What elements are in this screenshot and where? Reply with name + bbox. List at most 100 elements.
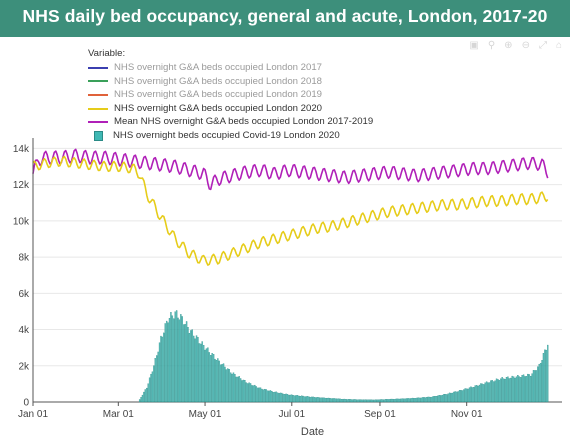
covid-bar	[537, 366, 539, 403]
covid-bar	[241, 380, 243, 403]
covid-bar	[158, 342, 161, 403]
covid-bar	[527, 373, 529, 403]
covid-bar	[308, 396, 310, 403]
y-tick-label: 0	[23, 398, 29, 409]
legend-title: Variable:	[88, 48, 126, 59]
covid-bar	[414, 398, 417, 403]
covid-bar	[165, 320, 168, 403]
y-tick-label: 14k	[13, 144, 30, 155]
covid-bar	[438, 395, 441, 403]
covid-bar	[419, 397, 421, 403]
covid-bar	[281, 392, 283, 403]
covid-bar	[200, 343, 202, 403]
covid-bar	[380, 399, 383, 403]
covid-bar	[487, 382, 489, 403]
covid-bar	[285, 393, 287, 403]
covid-bar	[431, 396, 434, 403]
covid-bar	[393, 399, 395, 403]
covid-bar	[194, 338, 196, 403]
covid-bar	[170, 312, 172, 403]
covid-bar	[467, 388, 469, 403]
covid-bar	[332, 398, 334, 403]
covid-bar	[330, 398, 333, 403]
covid-bar	[312, 396, 314, 403]
legend-swatch	[94, 130, 103, 141]
legend-label: NHS overnight G&A beds occupied London 2…	[114, 89, 323, 101]
covid-bar	[539, 363, 542, 403]
covid-bar	[457, 391, 459, 403]
covid-bar	[323, 397, 326, 403]
covid-bar	[192, 335, 195, 403]
covid-bar	[474, 385, 476, 403]
covid-bar	[251, 385, 253, 403]
legend-label: NHS overnight G&A beds occupied London 2…	[114, 102, 323, 114]
covid-bar	[175, 310, 178, 403]
covid-bar	[512, 376, 515, 403]
covid-bar	[150, 373, 152, 403]
y-tick-label: 4k	[18, 325, 30, 336]
covid-bar	[255, 386, 257, 403]
covid-bar	[491, 380, 493, 403]
covid-bar	[366, 399, 368, 403]
covid-bar	[514, 377, 516, 403]
covid-bar	[222, 363, 225, 403]
minus-icon[interactable]: ⊖	[521, 40, 530, 51]
y-tick-label: 6k	[18, 289, 30, 300]
plus-icon[interactable]: ⊕	[504, 40, 513, 51]
autoscale-icon[interactable]: ⤢	[538, 40, 547, 51]
covid-bar	[433, 396, 435, 403]
covid-bar	[535, 370, 538, 403]
covid-bar	[365, 399, 367, 403]
zoom-icon[interactable]: ⚲	[487, 40, 496, 51]
covid-bar	[309, 396, 311, 403]
covid-bar	[224, 366, 226, 403]
covid-bar	[346, 399, 348, 403]
y-tick-label: 12k	[13, 180, 30, 191]
legend-item[interactable]: NHS overnight G&A beds occupied London 2…	[88, 61, 373, 75]
home-icon[interactable]: ⌂	[555, 40, 562, 51]
covid-bar	[164, 323, 166, 403]
covid-bar	[202, 345, 205, 403]
covid-bar	[272, 392, 274, 403]
covid-bar	[183, 324, 185, 403]
covid-bar	[426, 397, 428, 403]
covid-bar	[289, 394, 292, 403]
camera-icon[interactable]: ▣	[469, 40, 479, 51]
covid-bar	[497, 379, 499, 403]
covid-bar	[268, 390, 270, 403]
covid-bar	[356, 399, 358, 403]
covid-bar	[311, 396, 313, 403]
covid-bar	[468, 387, 471, 403]
covid-bar	[349, 399, 351, 403]
x-tick-label: May 01	[189, 409, 222, 420]
covid-bar	[173, 318, 175, 403]
covid-bar	[261, 388, 263, 403]
x-tick-label: Jan 01	[18, 409, 48, 420]
covid-bar	[411, 397, 414, 403]
covid-bar	[180, 314, 182, 403]
covid-bar	[208, 352, 211, 403]
covid-bar	[363, 399, 365, 403]
covid-bar	[201, 341, 203, 403]
covid-bar	[340, 399, 343, 403]
covid-bar	[396, 398, 398, 403]
covid-bar	[488, 382, 491, 403]
legend-item[interactable]: NHS overnight G&A beds occupied London 2…	[88, 102, 373, 116]
covid-bar	[373, 399, 375, 403]
covid-bar	[315, 397, 317, 403]
legend-item[interactable]: NHS overnight G&A beds occupied London 2…	[88, 75, 373, 89]
y-tick-label: 2k	[18, 361, 30, 372]
covid-bar	[463, 389, 465, 403]
x-axis-title: Date	[301, 426, 324, 435]
legend-item[interactable]: NHS overnight beds occupied Covid-19 Lon…	[88, 129, 373, 143]
legend-item[interactable]: Mean NHS overnight G&A beds occupied Lon…	[88, 115, 373, 129]
covid-bar	[454, 391, 456, 403]
covid-bar	[184, 324, 186, 403]
covid-bar	[227, 368, 229, 403]
legend-item[interactable]: NHS overnight G&A beds occupied London 2…	[88, 88, 373, 102]
covid-bar	[420, 397, 422, 403]
covid-bar	[140, 397, 142, 403]
covid-bar	[355, 399, 357, 403]
covid-bar	[228, 368, 230, 403]
covid-bar	[245, 382, 247, 403]
